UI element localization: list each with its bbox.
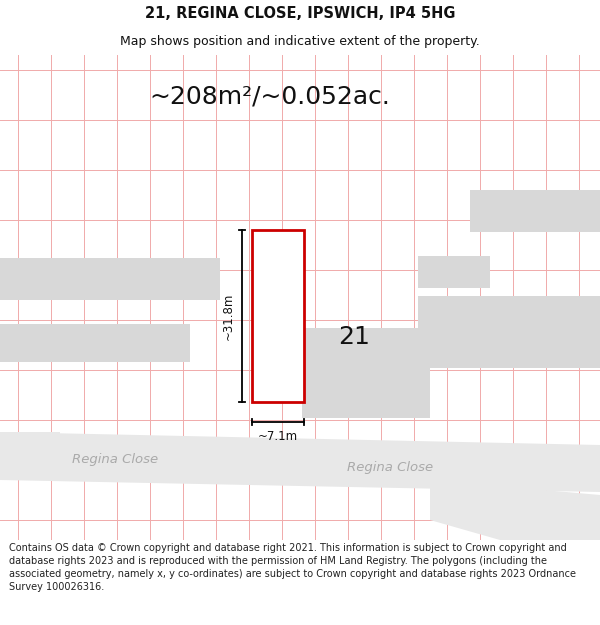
Text: Map shows position and indicative extent of the property.: Map shows position and indicative extent…: [120, 35, 480, 48]
Text: Regina Close: Regina Close: [347, 461, 433, 474]
Bar: [0, 324, 190, 362]
Polygon shape: [430, 480, 600, 540]
Bar: [418, 296, 600, 368]
Bar: [252, 230, 304, 402]
Text: ~31.8m: ~31.8m: [221, 292, 235, 340]
Text: ~208m²/~0.052ac.: ~208m²/~0.052ac.: [149, 85, 391, 109]
Text: Contains OS data © Crown copyright and database right 2021. This information is : Contains OS data © Crown copyright and d…: [9, 542, 576, 592]
Bar: [302, 328, 430, 418]
Text: ~7.1m: ~7.1m: [258, 430, 298, 443]
Polygon shape: [0, 432, 60, 480]
Text: 21, REGINA CLOSE, IPSWICH, IP4 5HG: 21, REGINA CLOSE, IPSWICH, IP4 5HG: [145, 6, 455, 21]
Bar: [418, 256, 490, 288]
Polygon shape: [0, 432, 600, 492]
Text: Regina Close: Regina Close: [72, 454, 158, 466]
Text: 21: 21: [338, 324, 370, 349]
Bar: [470, 190, 600, 232]
Bar: [0, 258, 220, 300]
